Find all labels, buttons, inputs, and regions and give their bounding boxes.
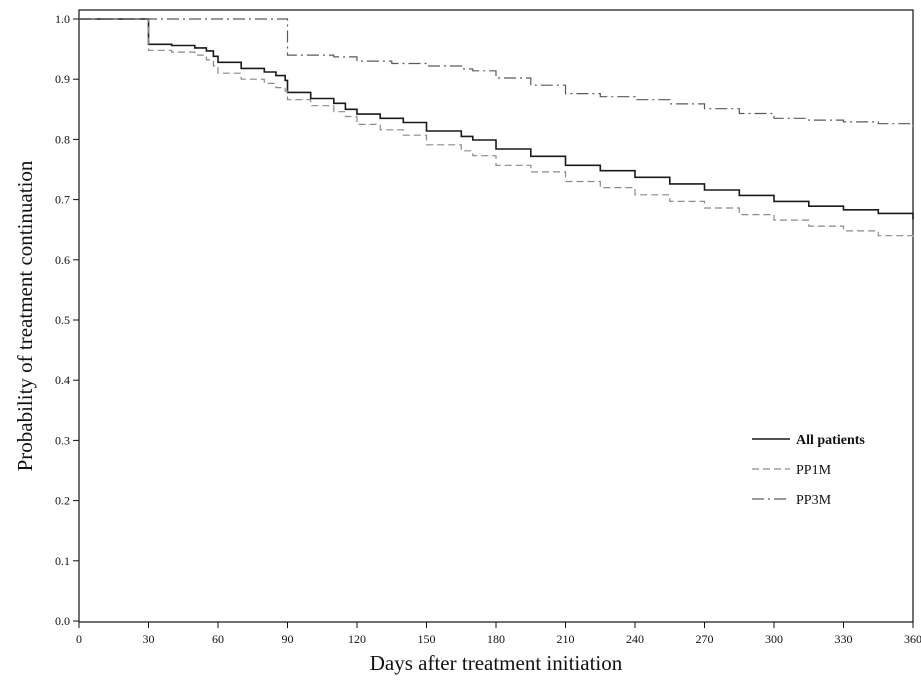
x-axis: 0 30 60 90 120 150 180 210 240 270 300 330 360	[76, 622, 921, 646]
x-tick-label: 270	[696, 632, 714, 646]
x-axis-title: Days after treatment initiation	[370, 651, 623, 675]
y-tick-label: 0.5	[55, 313, 70, 327]
x-tick-label: 300	[765, 632, 783, 646]
y-tick-label: 0.8	[55, 132, 70, 146]
legend-label: PP3M	[796, 493, 832, 508]
y-tick-label: 0.7	[55, 193, 70, 207]
x-tick-label: 150	[418, 632, 436, 646]
series-line-all-patients	[79, 18, 914, 220]
series-line-pp1m	[79, 18, 914, 241]
y-tick-label: 0.4	[55, 373, 70, 387]
series-lines	[79, 18, 914, 241]
series-line-pp3m	[79, 18, 914, 128]
plot-frame	[78, 9, 914, 623]
y-tick-label: 0.0	[55, 614, 70, 628]
x-tick-label: 240	[626, 632, 644, 646]
y-tick-label: 0.1	[55, 554, 70, 568]
x-tick-label: 60	[212, 632, 224, 646]
y-tick-label: 0.6	[55, 253, 70, 267]
x-tick-label: 90	[282, 632, 294, 646]
y-tick-label: 0.3	[55, 433, 70, 447]
x-tick-label: 360	[904, 632, 921, 646]
y-tick-label: 1.0	[55, 12, 70, 26]
y-axis-title: Probability of treatment continuation	[13, 160, 37, 471]
y-tick-label: 0.2	[55, 494, 70, 508]
x-tick-label: 330	[835, 632, 853, 646]
x-tick-label: 0	[76, 632, 82, 646]
x-tick-label: 180	[487, 632, 505, 646]
y-axis: 0.0 0.1 0.2 0.3 0.4 0.5 0.6 0.7 0.8 0.9 1.0	[55, 12, 79, 628]
y-tick-label: 0.9	[55, 72, 70, 86]
x-tick-label: 120	[348, 632, 366, 646]
legend-label: PP1M	[796, 463, 832, 478]
x-tick-label: 30	[143, 632, 155, 646]
legend: All patients PP1M PP3M	[752, 433, 865, 508]
legend-label: All patients	[796, 433, 865, 448]
x-tick-label: 210	[557, 632, 575, 646]
